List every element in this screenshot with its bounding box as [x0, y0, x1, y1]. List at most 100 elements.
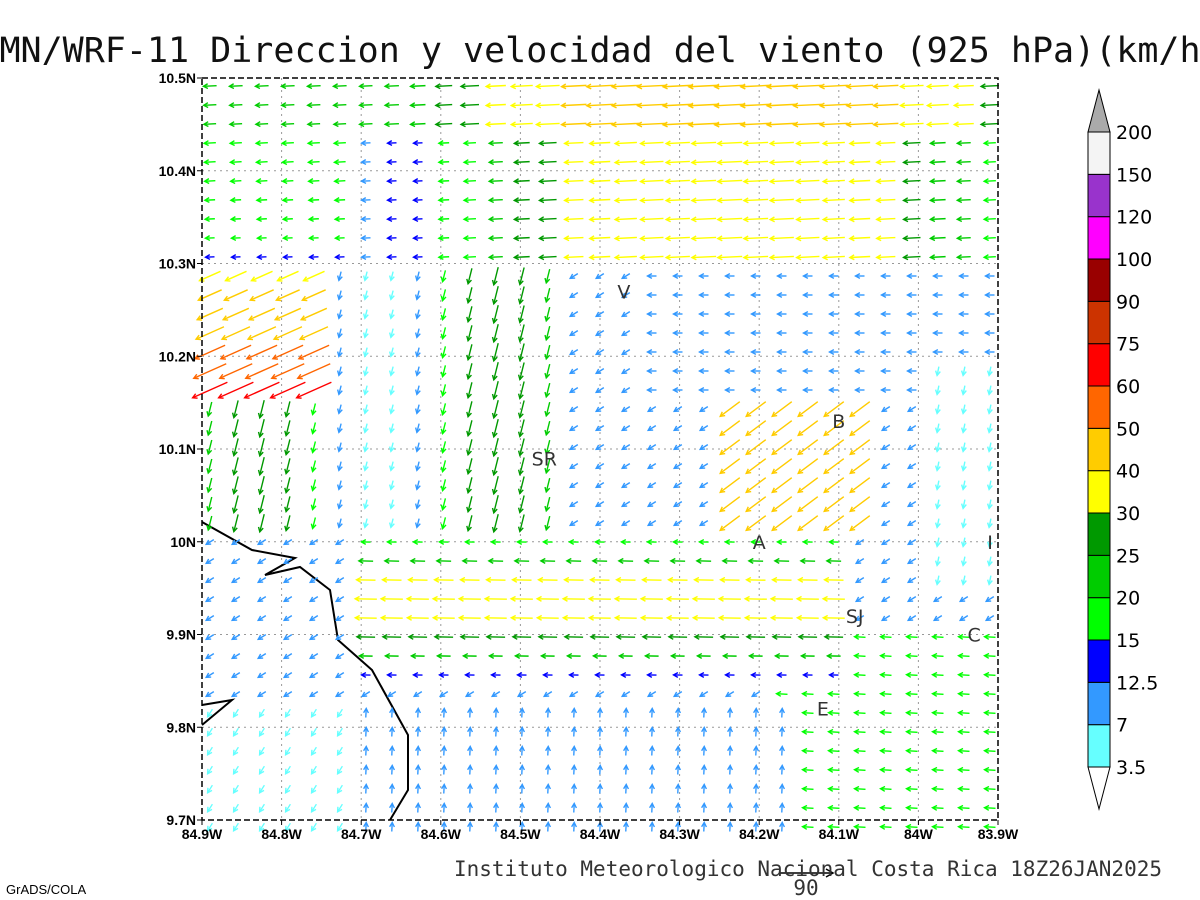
- wind-vector: [931, 804, 944, 811]
- wind-vector: [620, 311, 631, 318]
- wind-vector: [220, 326, 251, 341]
- wind-vector: [467, 726, 474, 737]
- wind-vector: [853, 785, 866, 792]
- wind-vector: [568, 387, 579, 394]
- wind-vector: [742, 159, 769, 166]
- wind-vector: [411, 538, 423, 546]
- wind-vector: [509, 121, 533, 128]
- wind-vector: [818, 121, 848, 128]
- wind-vector: [257, 438, 265, 458]
- wind-vector: [750, 691, 761, 698]
- wind-vector: [195, 307, 224, 321]
- wind-vector: [336, 423, 343, 434]
- wind-vector: [545, 707, 552, 718]
- wind-vector: [388, 290, 395, 301]
- wind-vector: [440, 365, 447, 379]
- wind-vector: [517, 514, 525, 533]
- wind-vector: [388, 385, 395, 396]
- wind-vector: [386, 216, 397, 223]
- wind-vector: [750, 348, 761, 356]
- wind-vector: [742, 178, 769, 185]
- colorbar-label: 7: [1116, 715, 1128, 737]
- wind-vector: [828, 367, 839, 375]
- wind-vector: [441, 726, 448, 737]
- wind-vector: [613, 614, 637, 621]
- wind-vector: [415, 821, 422, 832]
- wind-vector: [848, 178, 871, 185]
- wind-vector: [698, 367, 709, 375]
- wind-vector: [906, 596, 917, 603]
- wind-vector: [698, 444, 709, 451]
- wind-vector: [466, 287, 473, 305]
- wind-vector: [983, 633, 996, 640]
- wind-vector: [853, 804, 866, 811]
- wind-vector: [795, 254, 820, 261]
- wind-vector: [487, 216, 503, 223]
- wind-vector: [440, 498, 447, 512]
- wind-vector: [771, 576, 792, 583]
- wind-vector: [405, 614, 429, 621]
- wind-vector: [854, 348, 865, 356]
- wind-vector: [672, 291, 683, 299]
- wind-vector: [461, 557, 478, 564]
- wind-vector: [310, 746, 317, 757]
- wind-vector: [284, 708, 291, 719]
- wind-vector: [960, 366, 967, 377]
- wind-vector: [797, 515, 819, 532]
- wind-vector: [853, 823, 866, 830]
- wind-vector: [462, 197, 476, 204]
- wind-vector: [493, 707, 500, 718]
- wind-vector: [467, 745, 474, 756]
- wind-vector: [414, 404, 421, 415]
- wind-vector: [875, 197, 896, 204]
- wind-vector: [405, 595, 429, 602]
- wind-vector: [931, 652, 944, 659]
- wind-vector: [854, 615, 865, 622]
- wind-vector: [639, 178, 664, 185]
- wind-vector: [310, 803, 317, 814]
- wind-vector: [568, 425, 579, 432]
- wind-vector: [256, 596, 267, 603]
- wind-vector: [776, 348, 787, 356]
- colorbar-swatch: [1087, 470, 1111, 514]
- x-tick-label: 84.3W: [659, 826, 700, 842]
- wind-vector: [958, 615, 969, 622]
- wind-vector: [880, 615, 891, 622]
- wind-vector: [284, 401, 291, 419]
- wind-vector: [437, 178, 450, 185]
- wind-vector: [802, 272, 813, 280]
- wind-vector: [875, 254, 896, 261]
- wind-vector: [217, 381, 254, 399]
- wind-vector: [250, 270, 273, 282]
- wind-vector: [534, 83, 560, 90]
- wind-vector: [875, 216, 896, 223]
- wind-vector: [284, 458, 291, 476]
- wind-vector: [360, 159, 371, 166]
- wind-vector: [958, 272, 969, 280]
- wind-vector: [768, 254, 794, 261]
- wind-vector: [801, 709, 814, 716]
- wind-vector: [363, 802, 370, 813]
- wind-vector: [828, 671, 839, 679]
- wind-vector: [363, 707, 370, 718]
- wind-vector: [821, 595, 845, 602]
- wind-vector: [203, 235, 215, 242]
- wind-vector: [336, 271, 343, 282]
- wind-vector: [906, 406, 917, 413]
- wind-vector: [854, 291, 865, 299]
- wind-vector: [984, 348, 995, 356]
- wind-vector: [701, 802, 708, 813]
- wind-vector: [487, 652, 503, 659]
- wind-vector: [535, 595, 559, 602]
- wind-vector: [362, 423, 369, 434]
- wind-vector: [672, 272, 683, 280]
- wind-vector: [519, 802, 526, 813]
- wind-vector: [646, 348, 657, 356]
- wind-vector: [620, 273, 631, 280]
- wind-vector: [849, 477, 871, 494]
- wind-vector: [745, 633, 766, 640]
- wind-vector: [563, 159, 584, 166]
- wind-vector: [902, 254, 921, 261]
- colorbar-label: 150: [1116, 164, 1152, 186]
- wind-vector: [934, 404, 941, 415]
